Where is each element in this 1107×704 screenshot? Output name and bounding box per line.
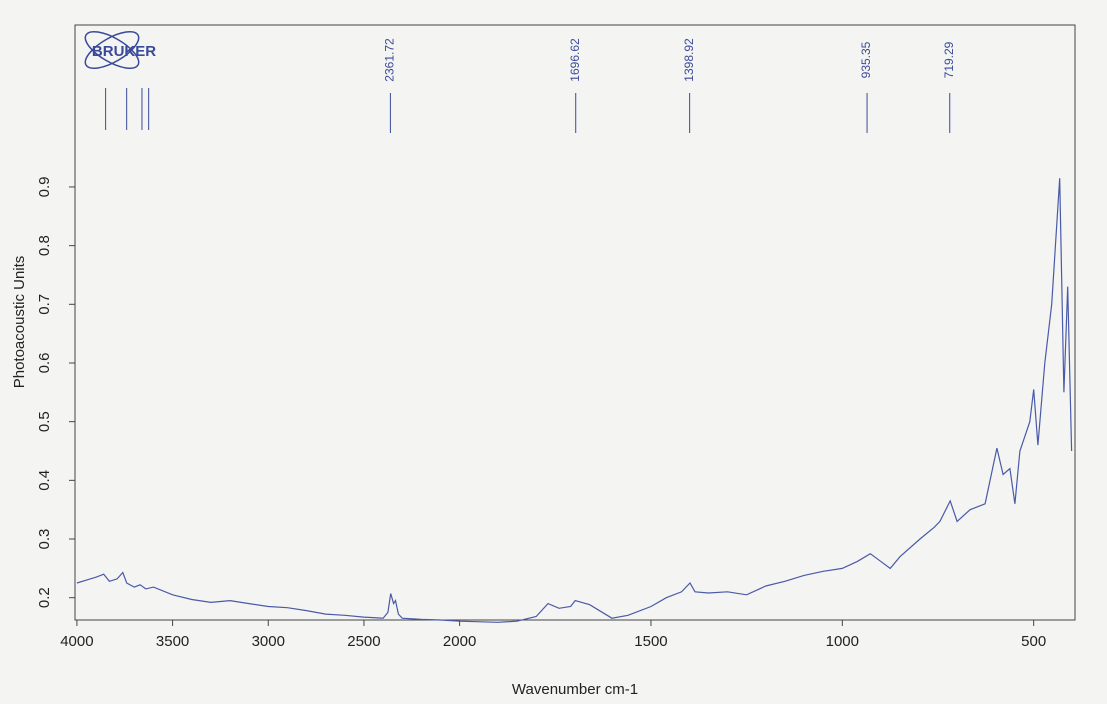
logo-text: BRUKER: [92, 43, 156, 60]
y-tick-label: 0.8: [36, 235, 53, 256]
x-tick-label: 4000: [60, 633, 93, 650]
x-tick-label: 3000: [252, 633, 285, 650]
x-tick-label: 3500: [156, 633, 189, 650]
y-tick-label: 0.7: [36, 294, 53, 315]
y-tick-label: 0.6: [36, 353, 53, 374]
y-tick-label: 0.5: [36, 411, 53, 432]
plot-frame: [74, 24, 1076, 621]
x-tick-label: 500: [1021, 633, 1046, 650]
y-tick-label: 0.4: [36, 470, 53, 491]
y-tick-label: 0.9: [36, 177, 53, 198]
peak-label: 2361.72: [383, 38, 397, 82]
x-tick-label: 1500: [634, 633, 667, 650]
y-tick-label: 0.2: [36, 587, 53, 608]
peak-label: 719.29: [942, 41, 956, 78]
peak-label: 935.35: [859, 41, 873, 78]
x-tick-label: 1000: [826, 633, 859, 650]
y-axis-label: Photoacoustic Units: [11, 256, 28, 389]
peak-label: 1696.62: [568, 38, 582, 82]
peak-label: 1398.92: [682, 38, 696, 82]
x-axis-label: Wavenumber cm-1: [512, 681, 638, 698]
x-tick-label: 2000: [443, 633, 476, 650]
x-tick-label: 2500: [347, 633, 380, 650]
y-tick-label: 0.3: [36, 529, 53, 550]
spectrum-line: [76, 178, 1073, 623]
logo: BRUKER: [84, 31, 156, 69]
